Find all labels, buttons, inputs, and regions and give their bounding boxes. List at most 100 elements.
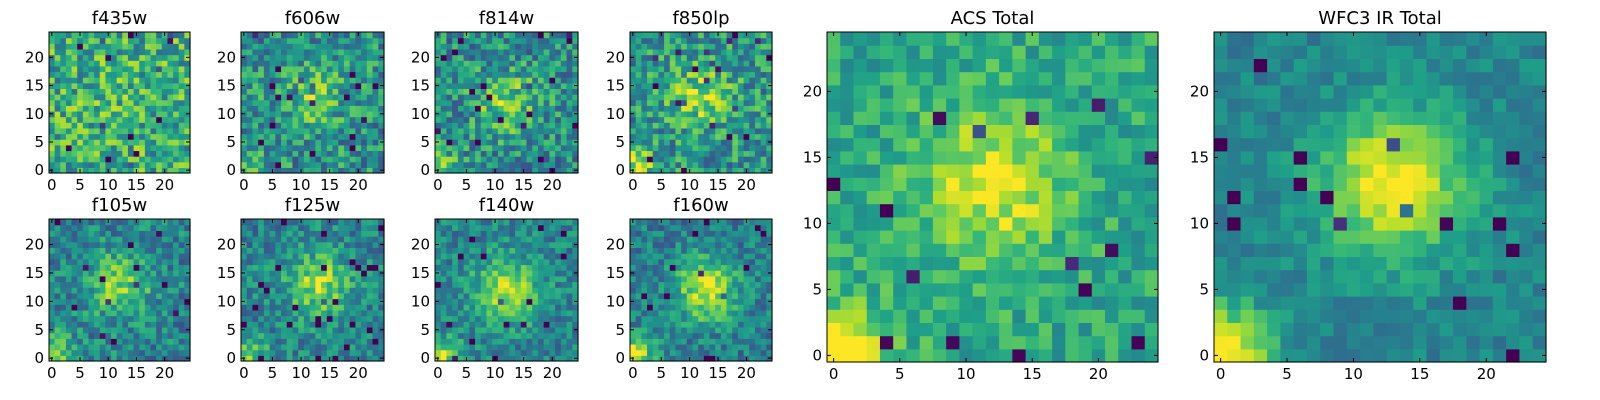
heatmap-cell (686, 156, 694, 163)
heatmap-cell (709, 133, 716, 140)
heatmap-cell (303, 298, 311, 305)
heatmap-cell (275, 156, 282, 163)
heatmap-cell (635, 77, 642, 84)
heatmap-cell (71, 94, 78, 101)
heatmap-cell (647, 32, 654, 39)
heatmap-cell (361, 150, 368, 157)
heatmap-cell (463, 247, 470, 254)
heatmap-cell (549, 321, 556, 328)
heatmap-cell (703, 298, 711, 305)
heatmap-cell (127, 167, 135, 174)
heatmap-cell (366, 258, 374, 266)
heatmap-cell (338, 139, 345, 146)
heatmap-cell (99, 219, 106, 226)
heatmap-cell (543, 161, 550, 168)
heatmap-cell (355, 54, 362, 61)
heatmap-cell (378, 343, 385, 351)
heatmap-cell (452, 60, 459, 67)
heatmap-cell (726, 99, 733, 106)
heatmap-cell (269, 71, 276, 78)
heatmap-cell (309, 253, 316, 260)
heatmap-cell (65, 139, 73, 146)
x-tick-label: 10 (680, 176, 699, 194)
heatmap-cell (737, 110, 745, 118)
heatmap-cell (292, 77, 299, 84)
heatmap-cell (111, 122, 118, 129)
heatmap-cell (509, 105, 516, 112)
heatmap-cell (309, 258, 316, 266)
heatmap-cell (681, 156, 688, 163)
heatmap-cell (298, 236, 305, 243)
heatmap-cell (709, 309, 716, 317)
heatmap-cell (669, 77, 677, 84)
heatmap-cell (675, 150, 682, 157)
heatmap-cell (743, 99, 750, 106)
heatmap-cell (60, 304, 67, 311)
heatmap-cell (82, 77, 90, 84)
heatmap-cell (675, 161, 682, 168)
heatmap-cell (326, 321, 334, 328)
heatmap-cell (94, 258, 101, 266)
heatmap-cell (281, 236, 288, 243)
heatmap-cell (94, 338, 101, 345)
heatmap-cell (446, 230, 453, 237)
heatmap-cell (178, 321, 185, 328)
heatmap-cell (726, 32, 733, 39)
heatmap-cell (88, 150, 95, 157)
heatmap-cell (675, 315, 682, 322)
heatmap-cell (475, 122, 482, 129)
heatmap-cell (71, 281, 78, 288)
heatmap-cell (139, 161, 146, 168)
heatmap-cell (361, 43, 368, 50)
heatmap-cell (144, 110, 152, 118)
heatmap-cell (647, 349, 654, 356)
heatmap-cell (664, 54, 671, 61)
heatmap-cell (515, 32, 522, 39)
heatmap-cell (105, 77, 112, 84)
heatmap-cell (252, 116, 259, 123)
heatmap-cell (641, 71, 648, 78)
heatmap-cell (664, 326, 671, 334)
heatmap-cell (349, 292, 356, 300)
heatmap-cell (161, 88, 169, 95)
heatmap-cell (111, 224, 118, 231)
heatmap-cell (338, 315, 345, 322)
heatmap-cell (321, 82, 328, 89)
heatmap-cell (298, 156, 305, 163)
heatmap-cell (298, 247, 305, 254)
heatmap-cell (111, 230, 118, 237)
heatmap-cell (497, 292, 505, 300)
heatmap-cell (515, 355, 522, 362)
heatmap-cell (156, 60, 163, 67)
heatmap-cell (457, 144, 465, 152)
heatmap-cell (332, 139, 339, 146)
heatmap-cell (555, 292, 562, 300)
heatmap-cell (361, 253, 368, 260)
heatmap-cell (669, 110, 677, 118)
heatmap-cell (263, 224, 271, 231)
heatmap-cell (150, 77, 157, 84)
heatmap-cell (446, 54, 453, 61)
heatmap-cell (543, 304, 550, 311)
heatmap-cell (309, 77, 316, 84)
heatmap-cell (480, 167, 488, 174)
heatmap-cell (532, 48, 539, 56)
heatmap-cell (49, 65, 56, 73)
heatmap-cell (503, 236, 510, 243)
heatmap-cell (246, 343, 254, 351)
heatmap-cell (754, 298, 762, 305)
heatmap-cell (315, 133, 322, 140)
heatmap-cell (720, 94, 728, 101)
heatmap-cell (692, 326, 699, 334)
heatmap-cell (749, 110, 756, 118)
heatmap-cell (709, 275, 716, 283)
heatmap-cell (692, 127, 699, 135)
heatmap-cell (332, 54, 339, 61)
heatmap-cell (692, 338, 699, 345)
heatmap-cell (520, 241, 528, 248)
heatmap-cell (105, 309, 112, 317)
heatmap-cell (452, 105, 459, 112)
heatmap-cell (49, 88, 56, 95)
heatmap-cell (275, 65, 282, 73)
heatmap-cell (686, 275, 694, 283)
